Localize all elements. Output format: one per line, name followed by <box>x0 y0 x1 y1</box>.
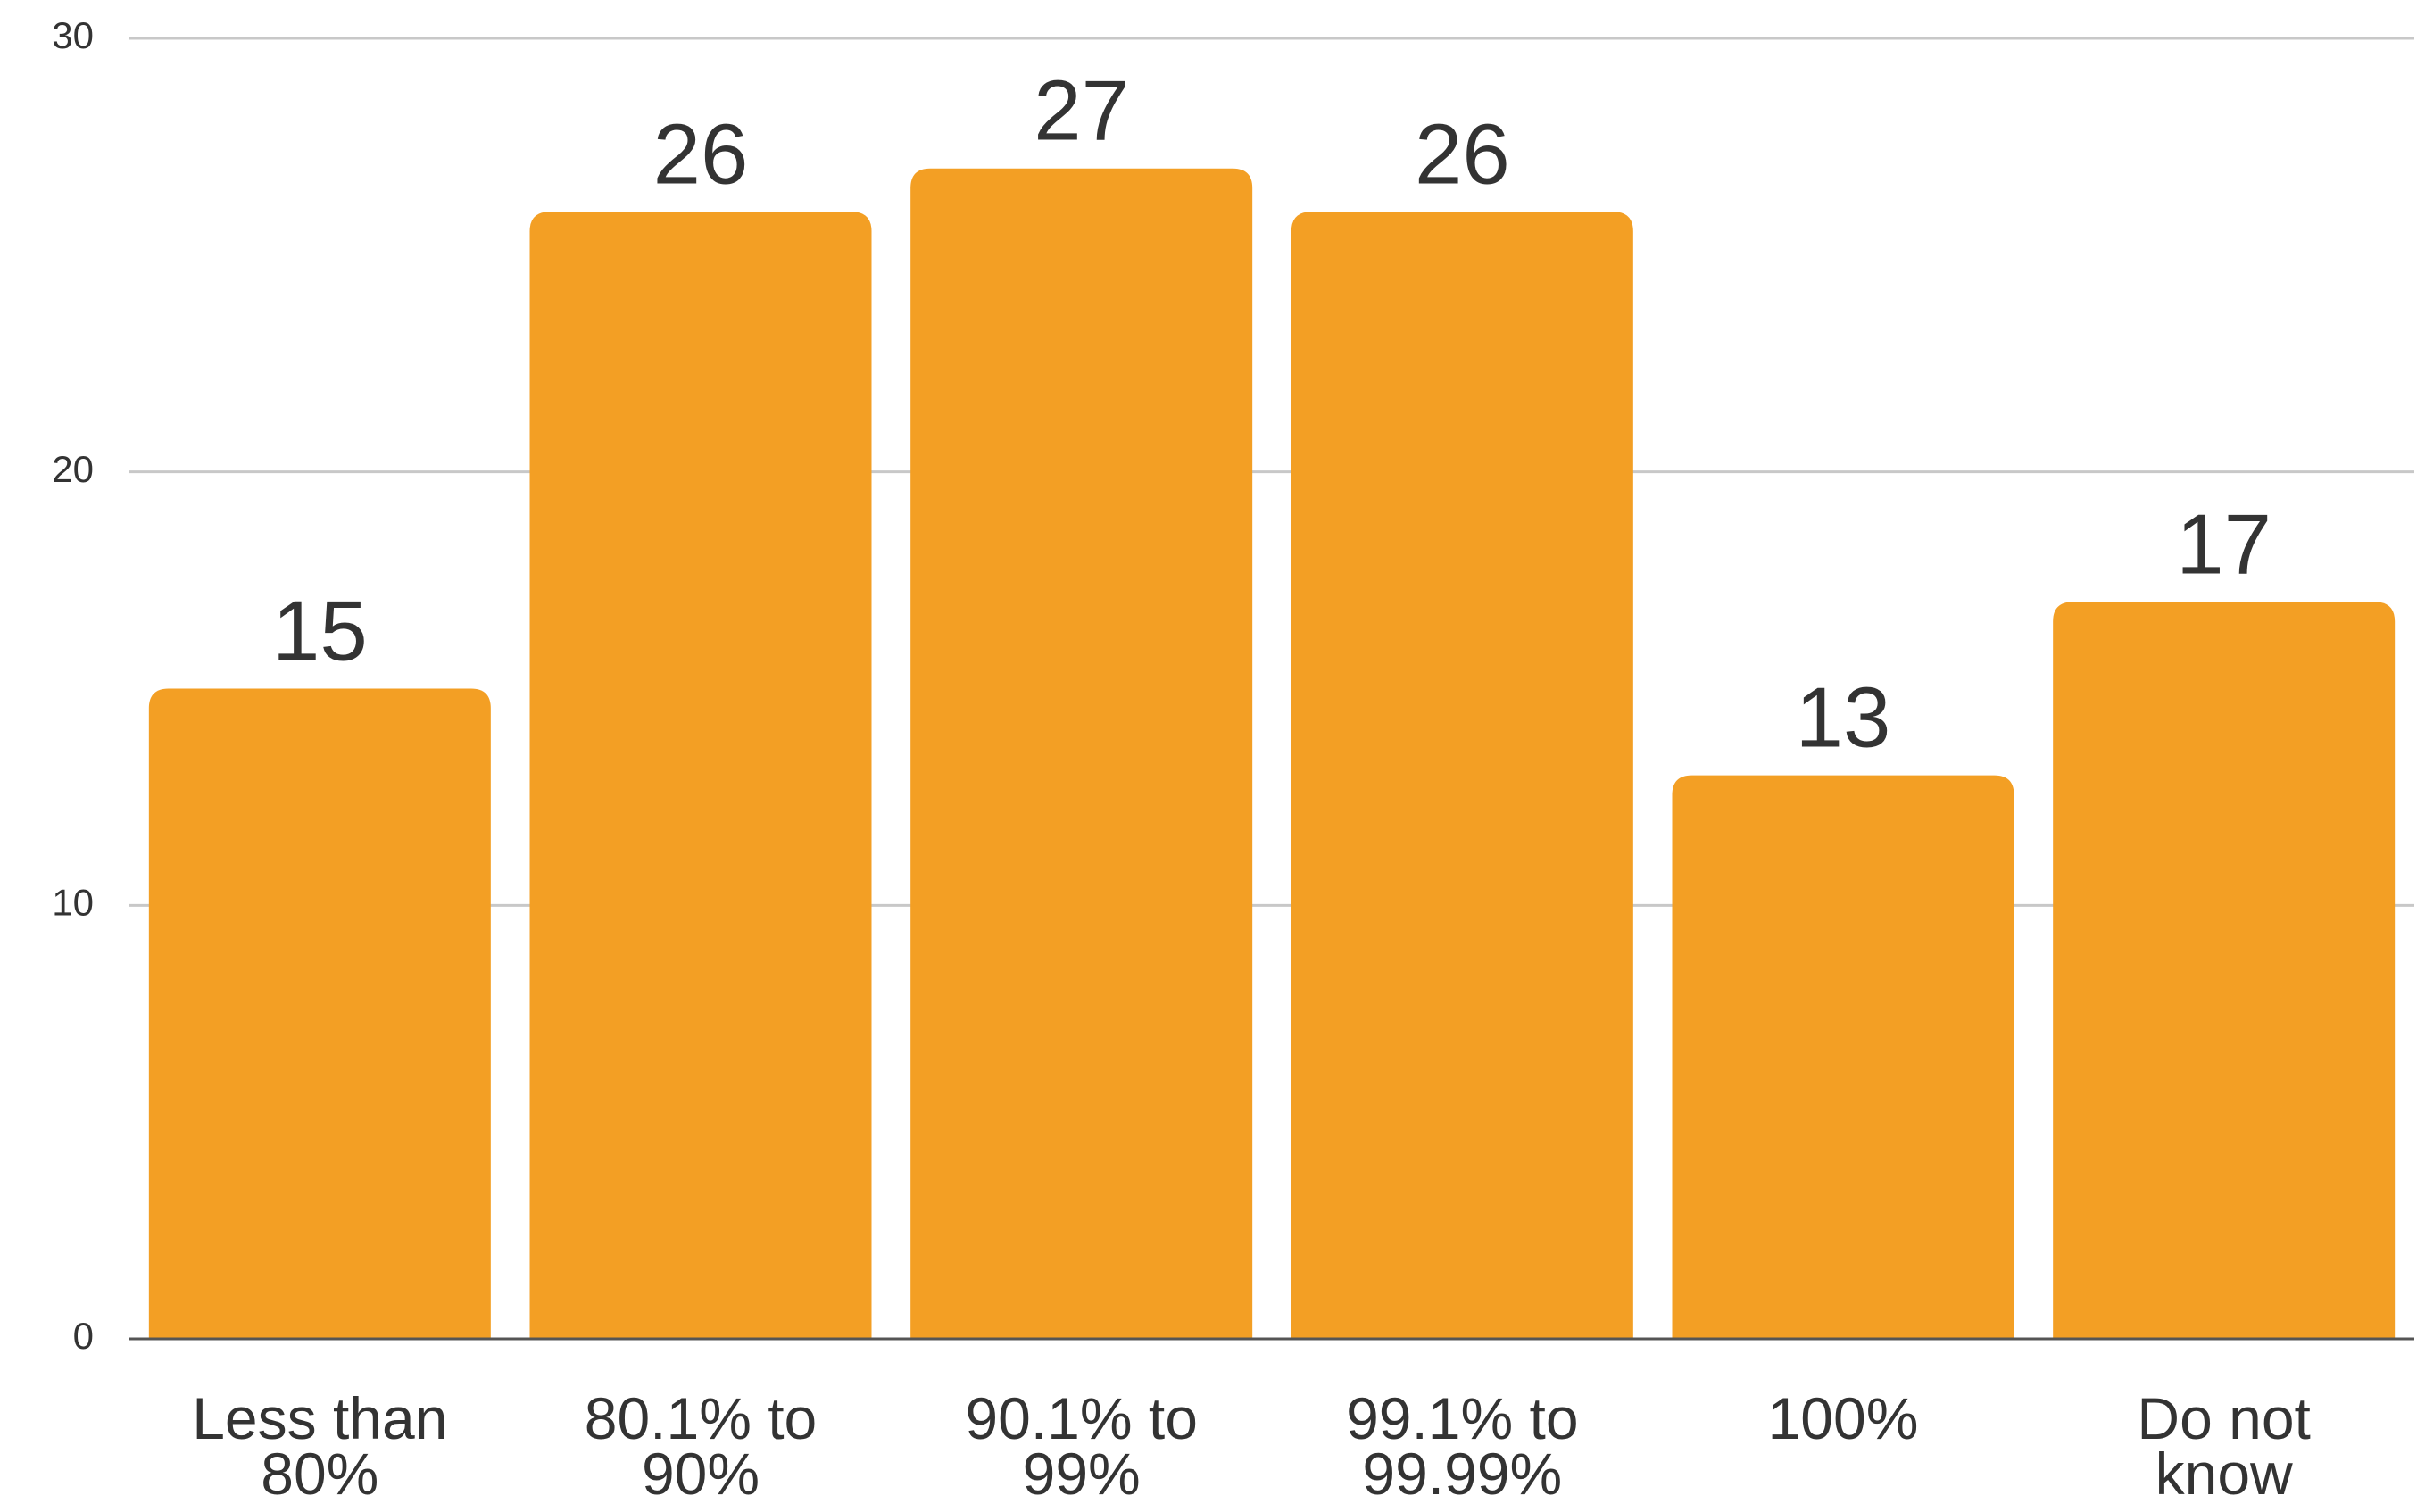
data-label: 26 <box>1415 106 1510 202</box>
y-tick-label: 20 <box>52 448 94 490</box>
data-label: 15 <box>272 584 368 679</box>
bar <box>1672 775 2014 1339</box>
bar <box>148 688 491 1339</box>
data-label: 26 <box>653 106 749 202</box>
x-tick-label: Do not <box>2137 1385 2310 1451</box>
x-tick-label: 100% <box>1768 1385 1919 1451</box>
bars <box>148 168 2396 1340</box>
x-tick-label: 80% <box>261 1441 378 1507</box>
x-tick-label: 99.99% <box>1362 1441 1562 1507</box>
bar <box>1291 212 1633 1340</box>
x-tick-label: 99.1% to <box>1346 1385 1579 1451</box>
bar <box>2053 602 2396 1339</box>
x-tick-label: 90% <box>642 1441 760 1507</box>
x-tick-label: know <box>2155 1441 2293 1507</box>
y-tick-label: 10 <box>52 881 94 923</box>
data-label: 13 <box>1796 670 1891 766</box>
y-tick-label: 0 <box>73 1315 94 1357</box>
x-tick-label: 99% <box>1023 1441 1141 1507</box>
y-tick-label: 30 <box>52 14 94 56</box>
gridlines <box>129 37 2414 907</box>
x-tick-label: Less than <box>192 1385 447 1451</box>
x-tick-label: 80.1% to <box>585 1385 818 1451</box>
data-label: 27 <box>1034 63 1129 159</box>
bar <box>529 212 872 1340</box>
x-tick-label: 90.1% to <box>965 1385 1198 1451</box>
data-label: 17 <box>2176 496 2271 592</box>
bar <box>910 168 1253 1340</box>
